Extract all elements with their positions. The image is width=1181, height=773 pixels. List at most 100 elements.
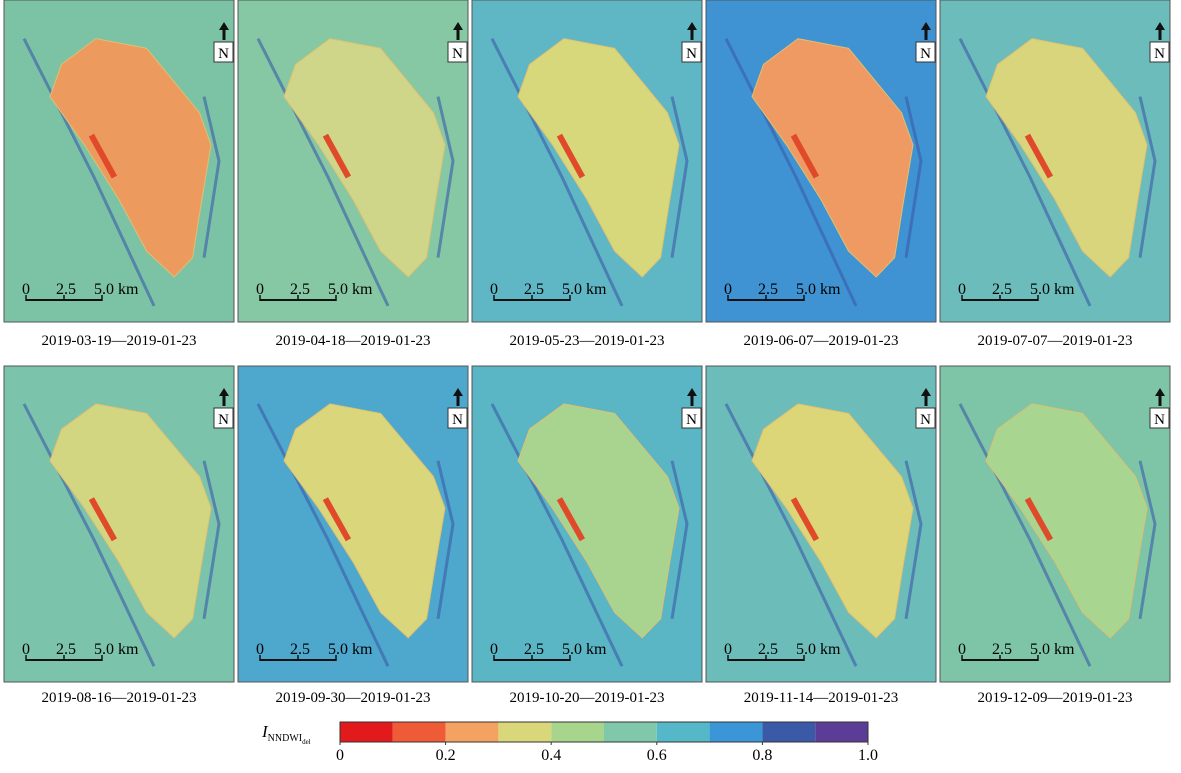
map-channel xyxy=(670,96,689,258)
lake-area xyxy=(517,403,680,639)
lake-area xyxy=(49,403,212,639)
map-channel xyxy=(904,460,923,620)
map-panel: N 0 2.5 5.0 km xyxy=(3,365,235,683)
north-label: N xyxy=(218,46,229,62)
lake-area xyxy=(283,403,446,639)
lake-edge xyxy=(1024,133,1054,179)
north-label: N xyxy=(218,412,229,428)
lake-area xyxy=(283,38,446,278)
colorbar-class xyxy=(604,722,657,742)
lake-area xyxy=(517,38,680,278)
north-arrow xyxy=(219,388,229,406)
colorbar-tick-label: 0.8 xyxy=(752,747,772,764)
colorbar-class xyxy=(709,722,763,742)
scale-label: 0 xyxy=(958,641,966,658)
scale-label: 5.0 km xyxy=(562,641,607,658)
panel-caption: 2019-07-07—2019-01-23 xyxy=(978,333,1133,349)
panel-caption: 2019-05-23—2019-01-23 xyxy=(510,333,665,349)
north-label: N xyxy=(686,412,697,428)
lake-edge xyxy=(1024,497,1054,542)
colorbar-class xyxy=(340,722,393,742)
north-box xyxy=(447,407,468,429)
panel-caption: 2019-12-09—2019-01-23 xyxy=(978,690,1133,706)
colorbar-class xyxy=(656,722,710,742)
lake-edge xyxy=(322,497,352,542)
map-panel: N 0 2.5 5.0 km xyxy=(939,365,1171,683)
scale-label: 2.5 xyxy=(290,281,310,298)
scale-label: 5.0 km xyxy=(94,281,139,298)
map-channel xyxy=(670,460,689,620)
label-sub: NNDWI xyxy=(268,733,302,744)
scale-label: 0 xyxy=(724,281,732,298)
colorbar-tick-label: 0 xyxy=(336,747,344,764)
north-label: N xyxy=(920,412,931,428)
north-box xyxy=(447,41,468,63)
map-panel: N 0 2.5 5.0 km xyxy=(939,0,1171,323)
panel-caption: 2019-10-20—2019-01-23 xyxy=(510,690,665,706)
map-channel xyxy=(904,96,923,258)
north-box xyxy=(915,407,936,429)
scale-label: 0 xyxy=(256,641,264,658)
colorbar-class xyxy=(815,722,868,742)
map-channel xyxy=(22,403,156,667)
map-channel xyxy=(1138,96,1157,258)
scale-label: 0 xyxy=(256,281,264,298)
map-panel: N 0 2.5 5.0 km xyxy=(705,0,937,323)
scale-label: 0 xyxy=(958,281,966,298)
scale-label: 5.0 km xyxy=(1030,641,1075,658)
north-label: N xyxy=(452,412,463,428)
map-channel xyxy=(958,37,1092,307)
scale-label: 5.0 km xyxy=(328,281,373,298)
map-channel xyxy=(958,403,1092,667)
map-channel xyxy=(490,37,624,307)
map-channel xyxy=(436,96,455,258)
north-label: N xyxy=(920,46,931,62)
label-main: I xyxy=(261,722,269,741)
map-channel xyxy=(22,37,156,307)
north-box xyxy=(213,41,234,63)
north-label: N xyxy=(1154,46,1165,62)
lake-area xyxy=(985,38,1148,278)
lake-area xyxy=(49,38,212,278)
scale-label: 5.0 km xyxy=(94,641,139,658)
scale-label: 5.0 km xyxy=(796,281,841,298)
scale-label: 5.0 km xyxy=(1030,281,1075,298)
colorbar-tick-label: 0.2 xyxy=(436,747,456,764)
map-channel xyxy=(256,403,390,667)
north-arrow xyxy=(453,22,463,40)
panel-caption: 2019-08-16—2019-01-23 xyxy=(42,690,197,706)
scale-label: 5.0 km xyxy=(562,281,607,298)
north-box xyxy=(681,407,702,429)
scale-label: 0 xyxy=(22,641,30,658)
north-label: N xyxy=(452,46,463,62)
scale-label: 2.5 xyxy=(758,641,778,658)
colorbar-label: INNDWIdel xyxy=(261,722,311,746)
lake-area xyxy=(985,403,1148,639)
lake-edge xyxy=(88,133,118,179)
north-arrow xyxy=(687,388,697,406)
map-channel xyxy=(202,96,221,258)
lake-edge xyxy=(790,497,820,542)
scale-label: 5.0 km xyxy=(796,641,841,658)
lake-edge xyxy=(556,133,586,179)
map-panel: N 0 2.5 5.0 km xyxy=(705,365,937,683)
scale-label: 2.5 xyxy=(524,641,544,658)
lake-area xyxy=(751,38,914,278)
map-panel: N 0 2.5 5.0 km xyxy=(237,0,469,323)
north-box xyxy=(915,41,936,63)
colorbar-class xyxy=(445,722,499,742)
north-arrow xyxy=(921,22,931,40)
map-panel: N 0 2.5 5.0 km xyxy=(471,365,703,683)
north-box xyxy=(213,407,234,429)
map-channel xyxy=(724,403,858,667)
panel-caption: 2019-03-19—2019-01-23 xyxy=(42,333,197,349)
colorbar-frame xyxy=(339,721,869,743)
scale-label: 0 xyxy=(724,641,732,658)
north-box xyxy=(681,41,702,63)
map-channel xyxy=(202,460,221,620)
colorbar-class xyxy=(392,722,446,742)
map-panel: N 0 2.5 5.0 km xyxy=(471,0,703,323)
lake-edge xyxy=(790,133,820,179)
lake-area xyxy=(751,403,914,639)
